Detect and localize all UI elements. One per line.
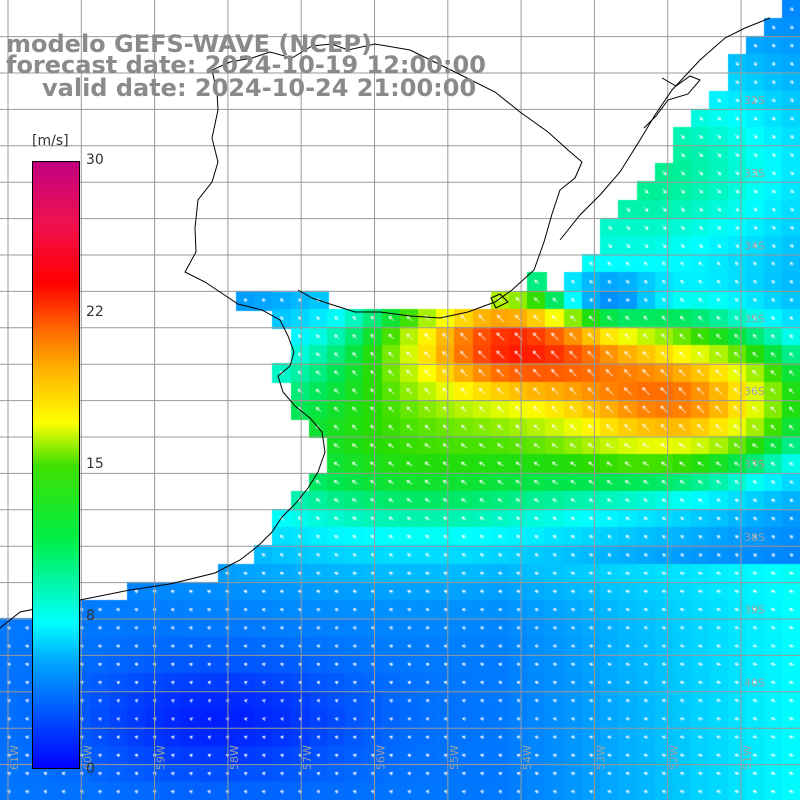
forecast-date-title: forecast date: 2024-10-19 12:00:00 (6, 51, 486, 79)
colorbar-tick-8: 8 (86, 608, 95, 624)
colorbar-unit-label: [m/s] (32, 133, 69, 149)
lon-label: 58W (228, 745, 241, 770)
longitude-labels: 61W60W59W58W57W56W55W54W53W52W51W50W (8, 745, 754, 770)
coastline-estuary (490, 293, 509, 309)
valid-date-title: valid date: 2024-10-24 21:00:00 (42, 74, 477, 102)
lon-label: 51W (741, 745, 754, 770)
colorbar-tick-22: 22 (86, 304, 104, 320)
colorbar-tick-0: 0 (86, 761, 95, 777)
lon-label: 52W (668, 745, 681, 770)
lon-label: 59W (155, 745, 168, 770)
lon-label: 53W (594, 745, 607, 770)
lat-label: 34S (744, 240, 765, 253)
lon-label: 55W (448, 745, 461, 770)
coastline-north (559, 17, 771, 241)
lon-label: 54W (521, 745, 534, 770)
wind-speed-colorbar (32, 161, 80, 769)
lat-label: 32S (744, 94, 765, 107)
lat-label: 37S (744, 458, 765, 471)
lat-label: 33S (744, 167, 765, 180)
lon-label: 57W (301, 745, 314, 770)
lat-label: 36S (744, 385, 765, 398)
lat-label: 40S (744, 676, 765, 689)
lon-label: 56W (375, 745, 388, 770)
colorbar-tick-15: 15 (86, 456, 104, 472)
coastline-lagoon (643, 75, 701, 129)
model-name-title: modelo GEFS-WAVE (NCEP) (6, 30, 372, 58)
lat-label: 39S (744, 604, 765, 617)
latitude-labels: 32S 33S 34S 35S 36S 37S 38S 39S 40S (744, 94, 765, 689)
coastline (0, 43, 583, 629)
lon-label: 60W (81, 745, 94, 770)
lat-label: 35S (744, 312, 765, 325)
colorbar-tick-30: 30 (86, 152, 104, 168)
lat-label: 38S (744, 531, 765, 544)
lon-label: 61W (8, 745, 21, 770)
